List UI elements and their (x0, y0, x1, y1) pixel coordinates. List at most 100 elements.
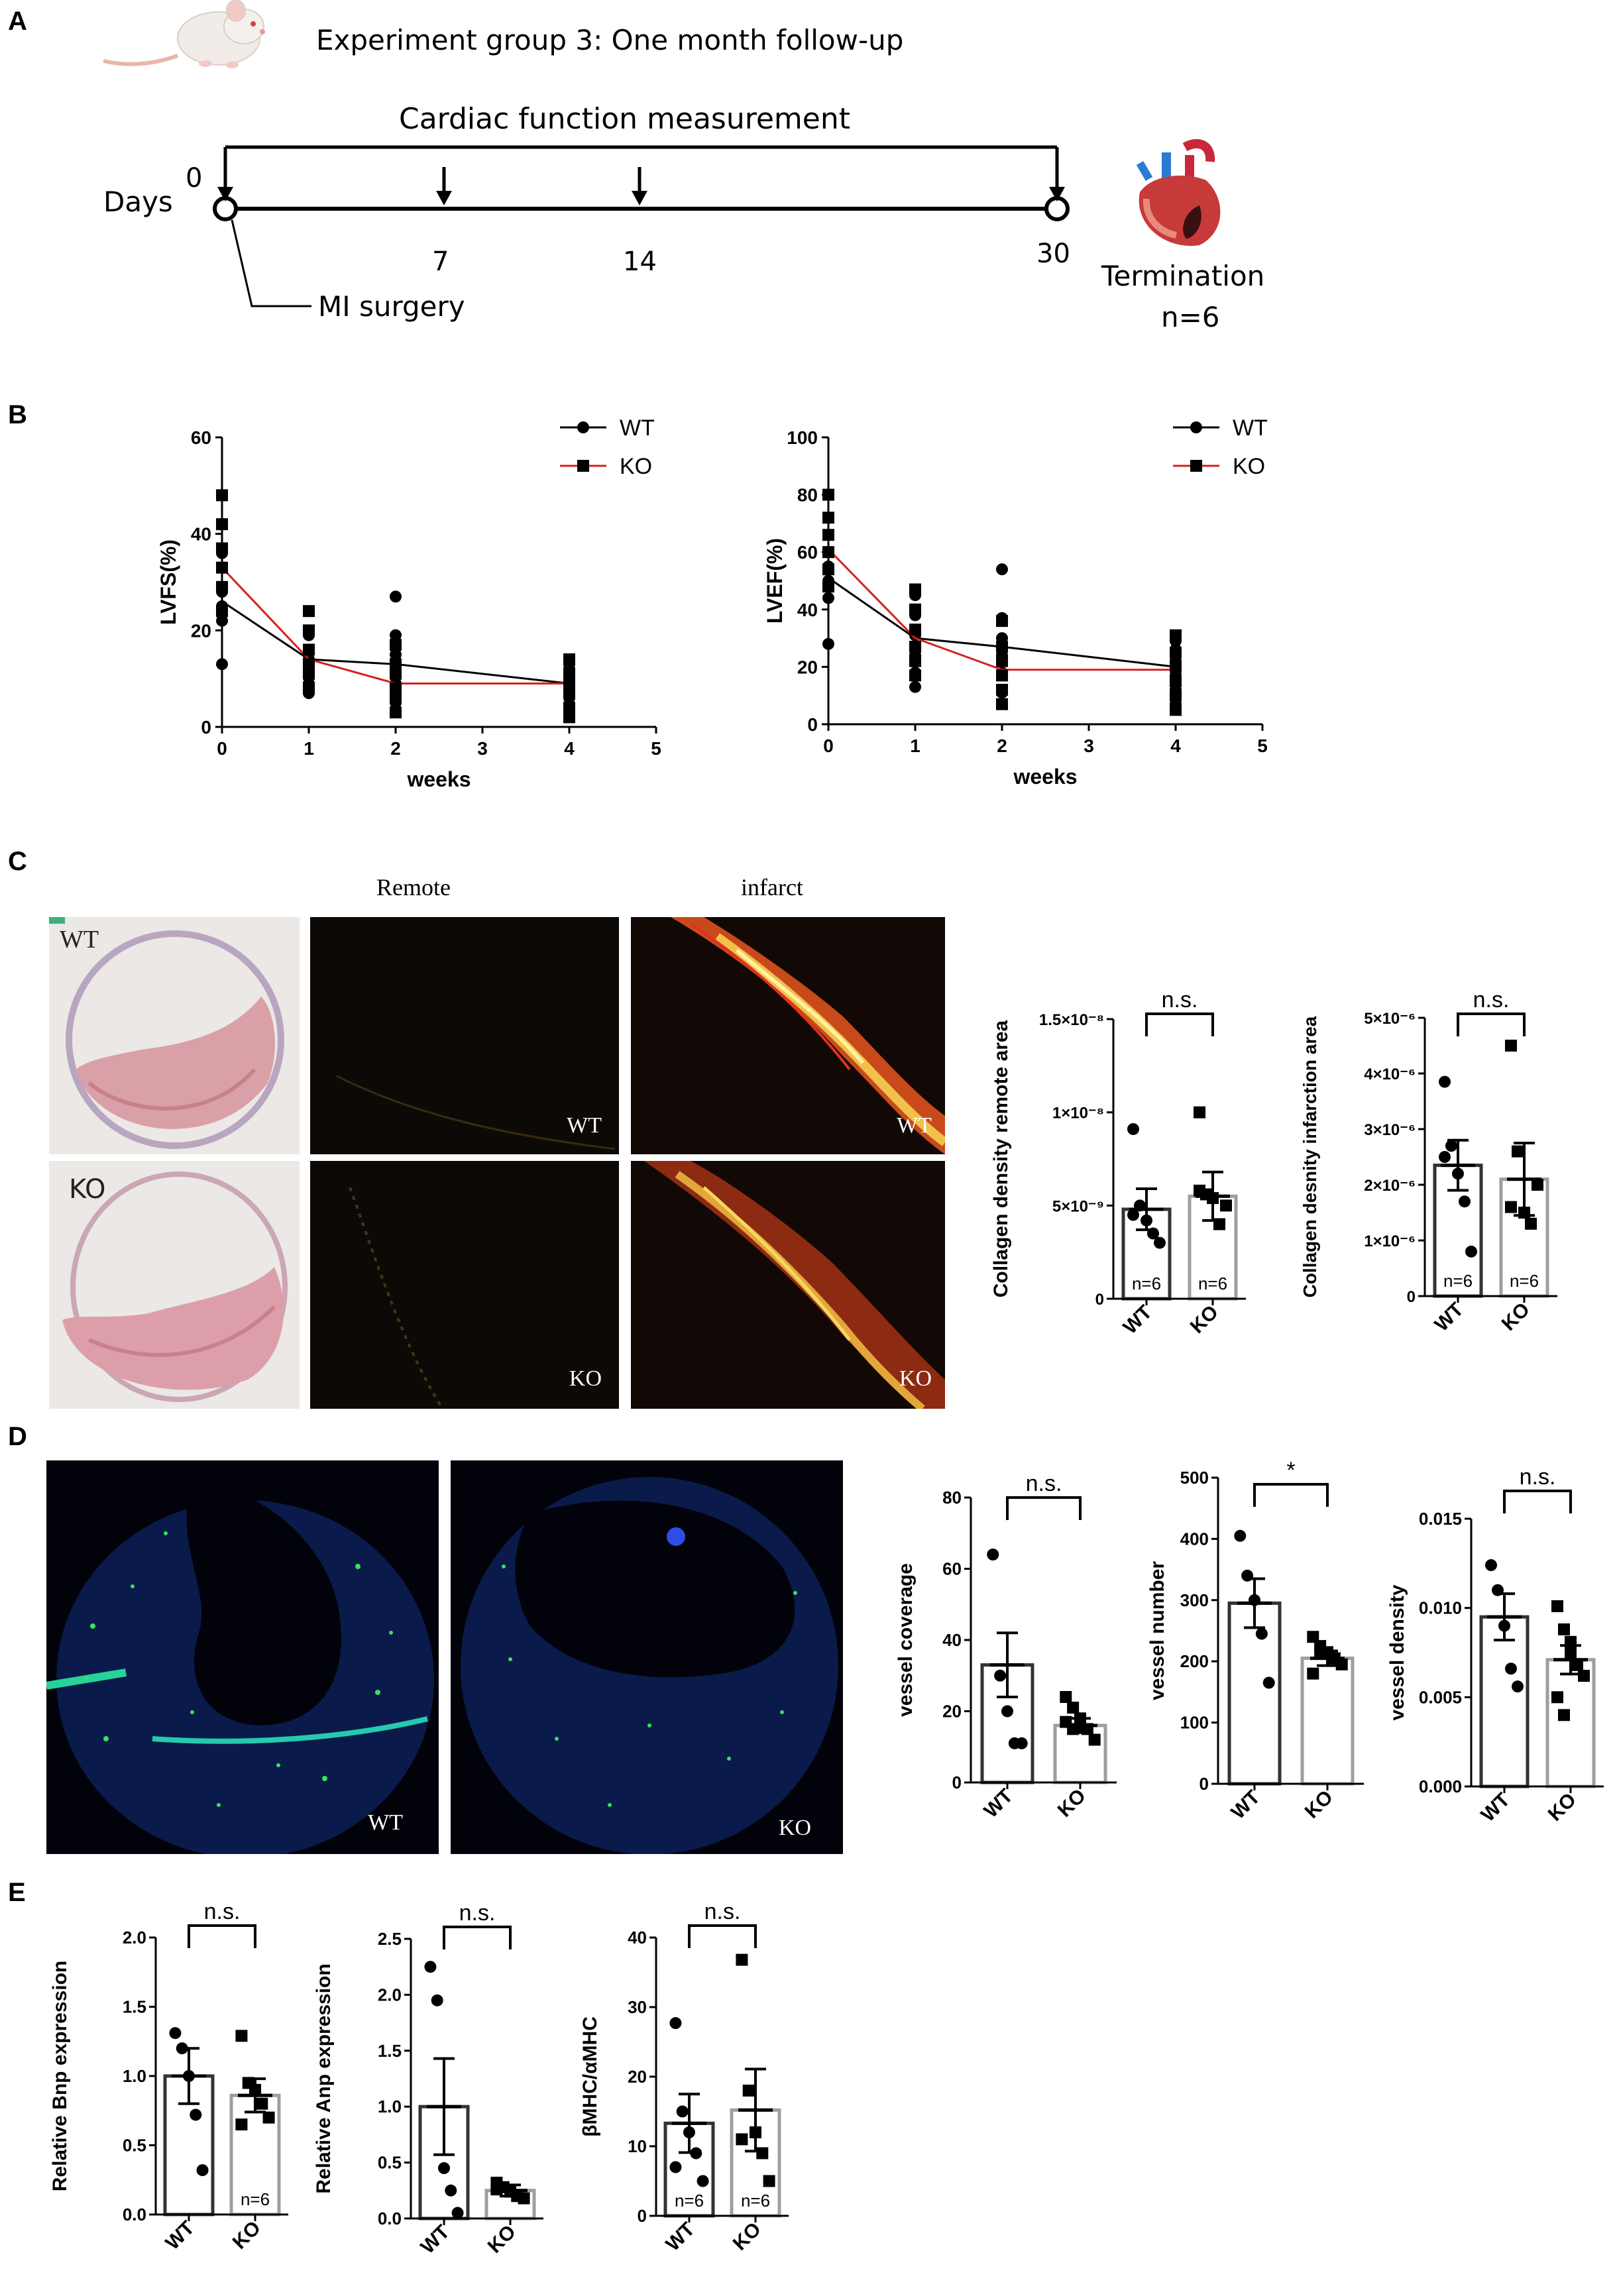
y-tick-label: 5×10⁻⁹ (1052, 1197, 1104, 1215)
x-tick-label: WT (1431, 1299, 1468, 1336)
data-point-wt (1154, 1236, 1166, 1249)
data-point-ko (390, 692, 402, 704)
wt-vessel-image: WT (46, 1460, 439, 1854)
y-tick-label: 0.010 (1419, 1598, 1462, 1618)
data-point-ko (563, 701, 575, 714)
ko-remote-tag: KO (569, 1366, 602, 1391)
data-point-ko (303, 605, 315, 618)
data-point-wt (669, 2017, 682, 2030)
data-point-ko (216, 580, 228, 593)
data-point-ko (1194, 1106, 1205, 1119)
data-point-ko (303, 624, 315, 637)
n-label: n=6 (1161, 301, 1220, 333)
x-tick-label: WT (417, 2221, 454, 2258)
y-tick-label: 40 (942, 1630, 962, 1650)
data-point-ko (390, 667, 402, 680)
y-axis-label: Relative Bnp expression (49, 1961, 71, 2191)
x-tick-label: WT (980, 1785, 1017, 1822)
n-label: n=6 (1132, 1274, 1161, 1293)
x-axis-label: weeks (406, 767, 471, 791)
y-tick-label: 80 (942, 1488, 962, 1507)
data-point-wt (1234, 1529, 1247, 1542)
data-point-wt (1505, 1663, 1517, 1675)
data-point-ko (390, 706, 402, 719)
data-point-wt (216, 658, 228, 671)
anp-chart: 0.0 0.5 1.0 1.5 2.0 2.5 WT KO Relative Anp expre… (313, 1900, 543, 2258)
data-point-ko (1088, 1733, 1101, 1746)
x-tick-label: 3 (1084, 736, 1094, 756)
data-point-ko (235, 2118, 248, 2131)
x-tick-label: 3 (477, 738, 488, 759)
data-point-ko (216, 561, 228, 574)
y-tick-label: 0 (1407, 1288, 1416, 1306)
x-tick-label: 4 (1170, 736, 1181, 756)
collagen-remote-chart: n=6 n=6 0 5×10⁻⁹ 1×10⁻⁸ 1.5×10⁻⁸ WT KO Collagen … (990, 987, 1246, 1339)
data-point-ko (1170, 689, 1182, 702)
data-point-ko (1551, 1691, 1563, 1704)
y-axis-label: vessel density (1386, 1584, 1408, 1720)
y-tick-label: 0.0 (123, 2205, 146, 2224)
data-point-wt (994, 1669, 1007, 1682)
data-point-ko (216, 518, 228, 531)
ko-vessel-image: KO (451, 1460, 843, 1854)
y-axis-label: Collagen density remote area (990, 1020, 1012, 1297)
data-point-ko (1170, 646, 1182, 659)
data-point-ko (1525, 1217, 1537, 1230)
x-tick-label: KO (1544, 1789, 1581, 1826)
data-point-ko (256, 2097, 268, 2110)
data-point-ko (996, 698, 1008, 710)
data-point-ko (1532, 1179, 1543, 1191)
data-point-wt (1439, 1075, 1451, 1088)
day-tick-14: 14 (623, 246, 657, 277)
y-tick-label: 20 (628, 2067, 647, 2087)
ko-infarct-tag: KO (899, 1366, 932, 1391)
data-point-ko (262, 2111, 275, 2124)
data-point-wt (987, 1549, 999, 1560)
data-point-wt (196, 2164, 209, 2177)
data-point-ko (1170, 675, 1182, 688)
data-point-ko (996, 615, 1008, 628)
x-tick-label: KO (1186, 1301, 1223, 1338)
data-point-wt (996, 563, 1008, 576)
series-line-wt (828, 576, 1176, 668)
x-tick-label: 0 (217, 738, 227, 759)
panel-letter-b: B (8, 400, 27, 429)
significance-label: * (1286, 1458, 1295, 1483)
x-tick-label: 0 (823, 736, 834, 756)
data-point-ko (563, 653, 575, 666)
panel-letter-e: E (8, 1878, 26, 1907)
data-point-ko (1307, 1631, 1319, 1643)
data-point-wt (1512, 1680, 1524, 1693)
data-point-ko (1170, 629, 1182, 641)
data-point-wt (1127, 1122, 1139, 1135)
vessel-density-chart: 0.000 0.005 0.010 0.015 WT KO vessel density n.… (1386, 1464, 1604, 1826)
ko-remote-image: KO (310, 1161, 619, 1409)
data-point-ko (1194, 1184, 1205, 1197)
y-tick-label: 4×10⁻⁶ (1364, 1066, 1416, 1083)
x-tick-label: WT (1119, 1301, 1156, 1339)
measurement-label: Cardiac function measurement (399, 102, 850, 136)
y-tick-label: 2.0 (123, 1928, 146, 1947)
data-point-ko (909, 641, 921, 653)
data-point-ko (390, 682, 402, 694)
n-label: n=6 (1443, 1271, 1473, 1291)
day-tick-7: 7 (432, 246, 449, 277)
y-tick-label: 3×10⁻⁶ (1364, 1121, 1416, 1139)
data-point-ko (1558, 1623, 1570, 1635)
y-tick-label: 100 (1180, 1713, 1209, 1733)
x-tick-label: 1 (910, 736, 920, 756)
data-point-wt (1439, 1151, 1451, 1163)
data-point-ko (390, 658, 402, 671)
y-tick-label: 2.0 (378, 1985, 402, 2004)
data-point-ko (303, 658, 315, 671)
x-tick-label: WT (662, 2218, 699, 2256)
data-point-ko (1512, 1145, 1524, 1158)
n-label: n=6 (1510, 1271, 1539, 1291)
significance-bracket (1145, 1012, 1214, 1036)
data-point-ko (1335, 1658, 1348, 1670)
x-tick-label: KO (1301, 1786, 1337, 1823)
y-tick-label: 1.5 (123, 1997, 146, 2017)
n-label: n=6 (741, 2191, 770, 2211)
y-tick-label: 0.5 (123, 2136, 146, 2156)
significance-label: n.s. (459, 1900, 496, 1926)
